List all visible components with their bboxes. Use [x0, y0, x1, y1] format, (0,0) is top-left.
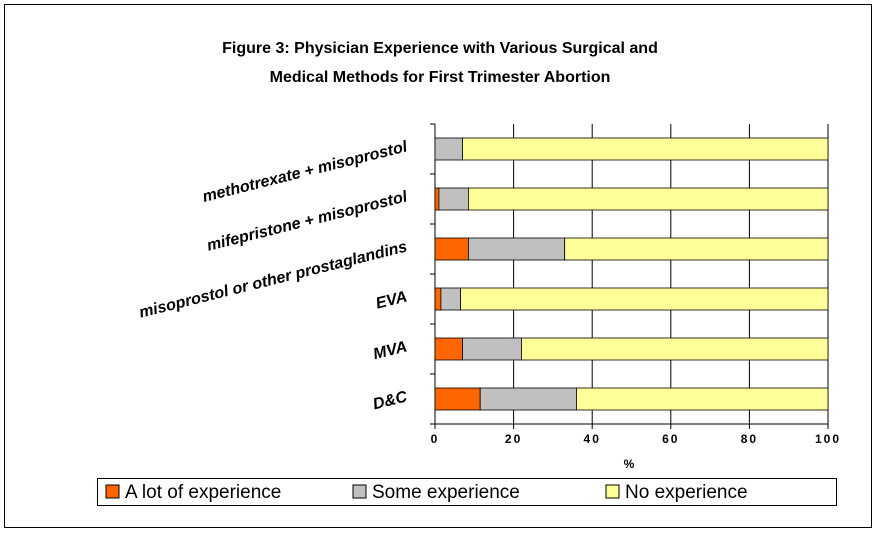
chart-subtitle: Medical Methods for First Trimester Abor… — [270, 69, 611, 86]
bar-segment — [462, 137, 829, 161]
x-axis-label: % — [624, 457, 637, 471]
bar-segment — [434, 287, 442, 311]
bar-segment — [434, 337, 463, 361]
x-tick-label: 0 — [431, 432, 440, 446]
bar-segment — [440, 287, 461, 311]
legend-label: No experience — [625, 482, 748, 503]
bar-segment — [434, 387, 481, 411]
legend-swatch — [352, 484, 367, 499]
legend-swatch — [105, 484, 120, 499]
bar-segment — [434, 237, 469, 261]
bar-segment — [438, 187, 469, 211]
x-tick-label: 80 — [741, 432, 758, 446]
bar-segment — [468, 187, 829, 211]
bar-segment — [468, 237, 566, 261]
legend-swatch — [605, 484, 620, 499]
legend-label: A lot of experience — [125, 482, 281, 503]
bar-segment — [576, 387, 829, 411]
bar-segment — [434, 137, 463, 161]
x-tick-label: 20 — [505, 432, 522, 446]
x-tick-label: 100 — [815, 432, 841, 446]
bar-segment — [462, 337, 522, 361]
bar-segment — [479, 387, 577, 411]
legend-box — [97, 478, 837, 506]
bar-segment — [434, 187, 440, 211]
bar-segment — [564, 237, 829, 261]
x-tick-label: 60 — [662, 432, 679, 446]
bar-segment — [521, 337, 829, 361]
chart-title: Figure 3: Physician Experience with Vari… — [222, 40, 658, 57]
chart-frame — [4, 4, 872, 528]
bar-segment — [460, 287, 829, 311]
x-tick-label: 40 — [584, 432, 601, 446]
legend-label: Some experience — [372, 482, 520, 503]
